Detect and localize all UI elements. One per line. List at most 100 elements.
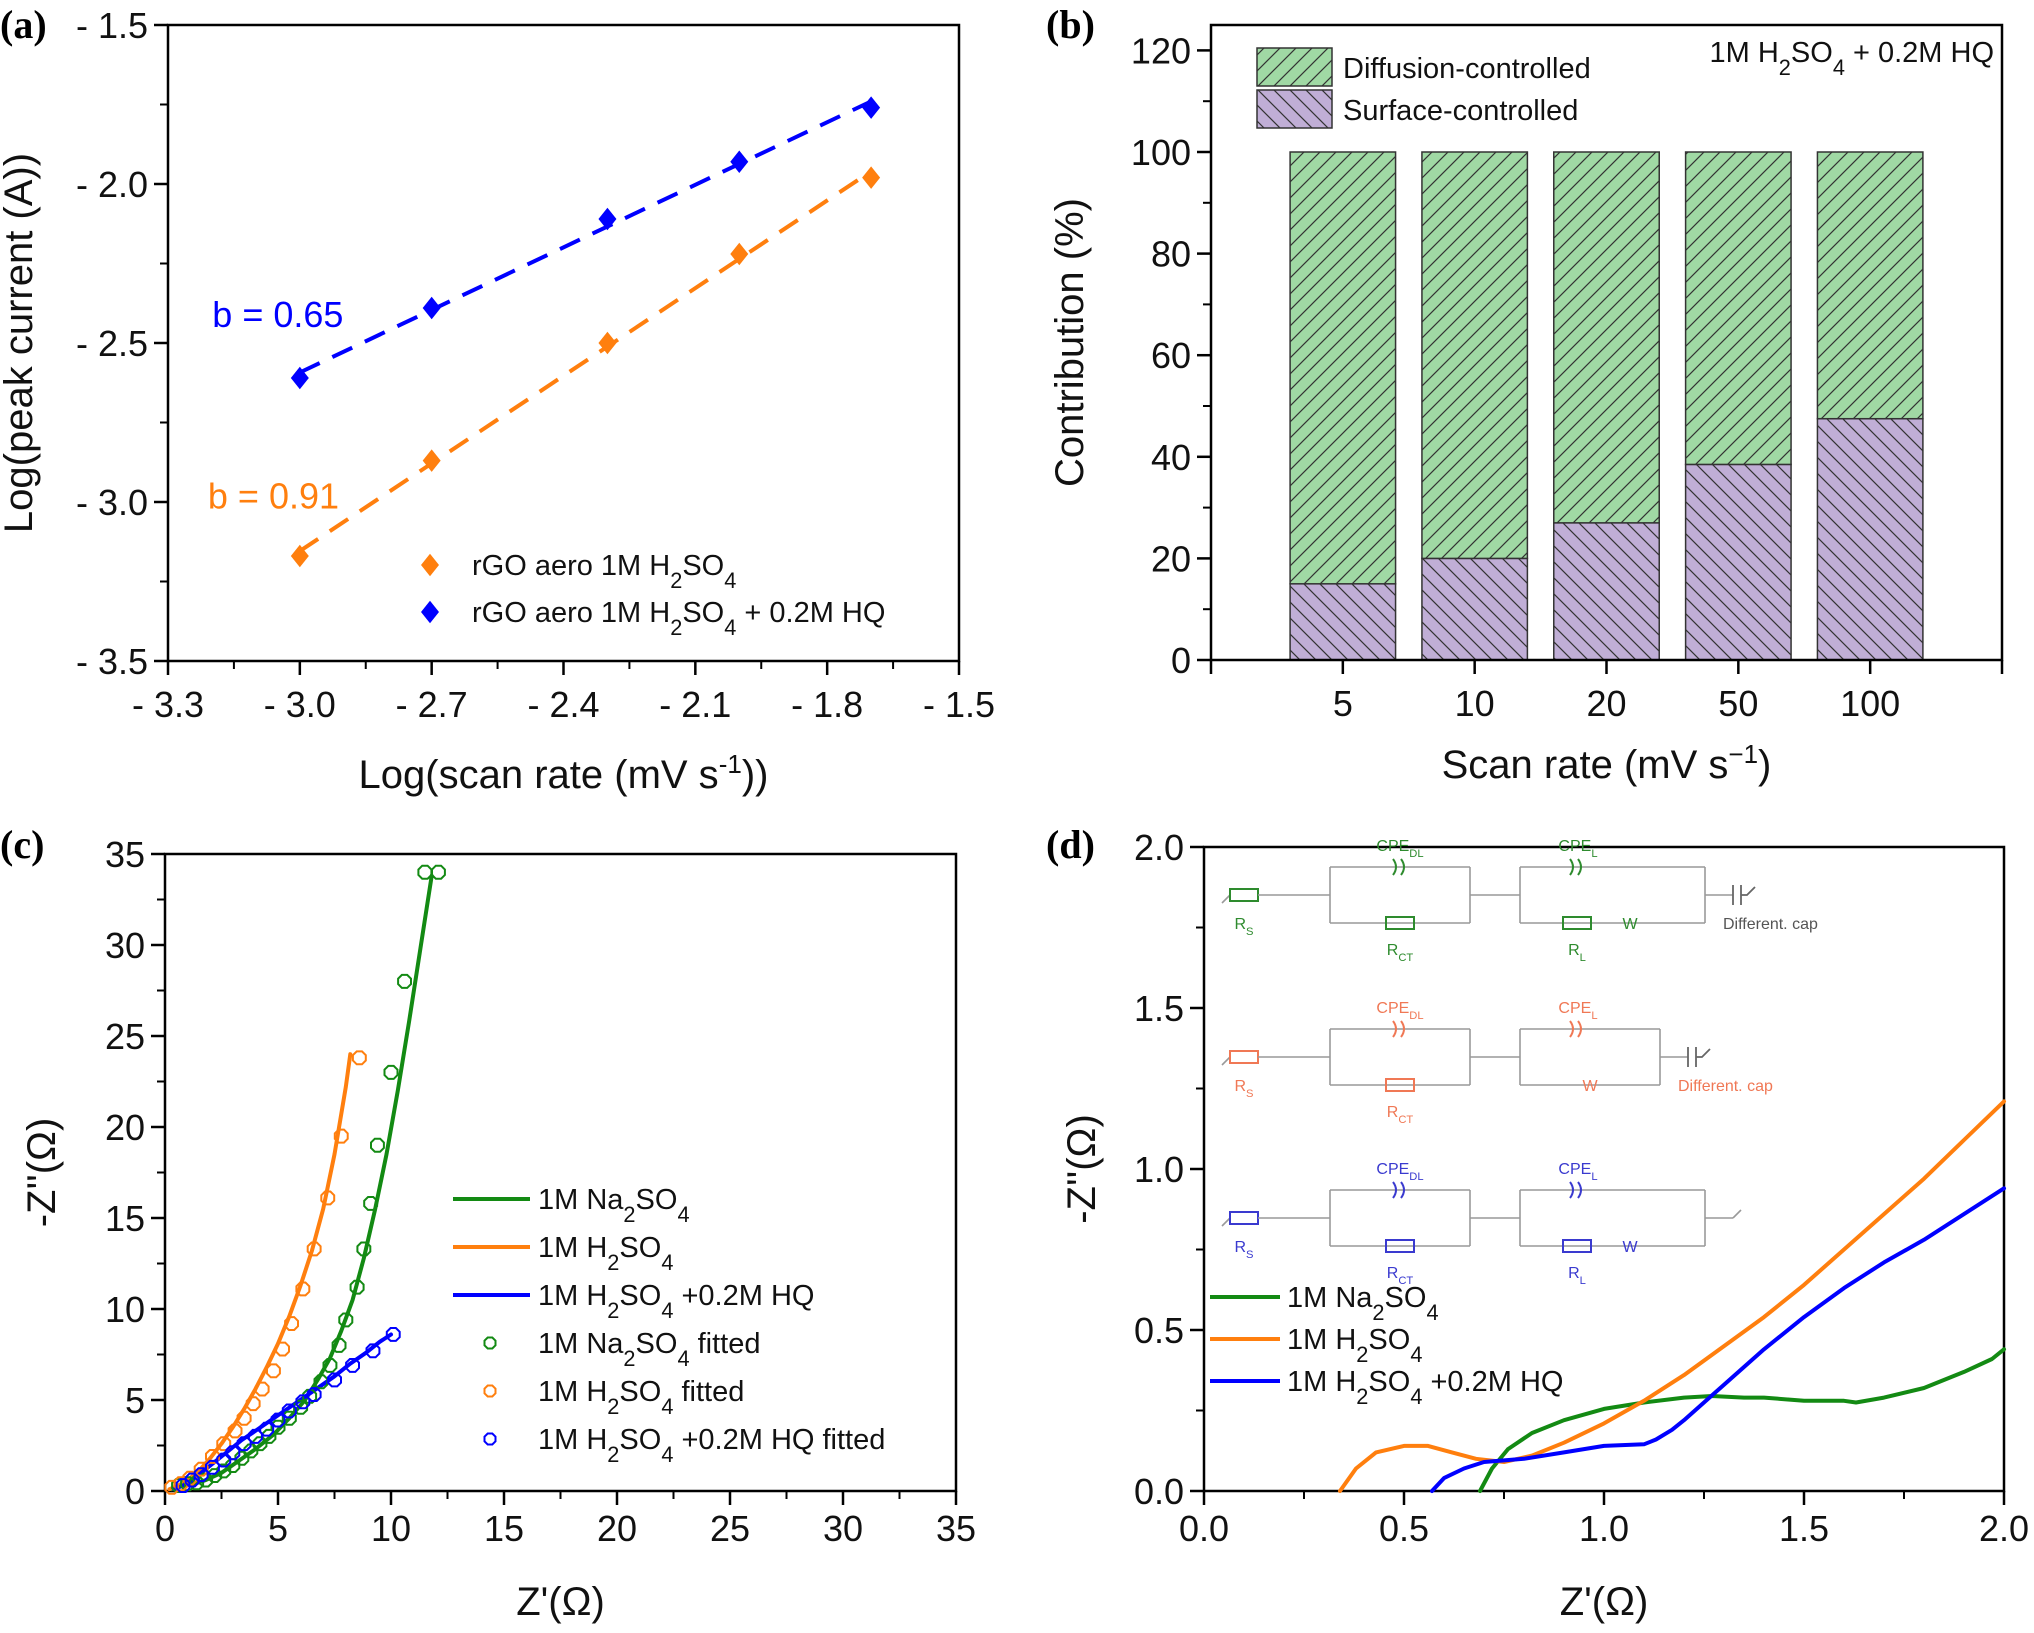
legend-label: rGO aero 1M H2SO4 (472, 550, 736, 593)
data-point (730, 150, 749, 173)
y-tick-label: 20 (1151, 538, 1191, 579)
text-part: + 0.2M HQ (736, 597, 885, 629)
x-tick-label: - 2.1 (659, 684, 731, 725)
legend-marker (483, 1384, 497, 1398)
subscript: 4 (724, 568, 736, 593)
data-point (293, 1399, 309, 1415)
circuit-wire (1732, 1209, 1742, 1219)
subscript: L (1580, 952, 1586, 964)
data-point (290, 544, 309, 568)
subscript: 4 (724, 615, 736, 640)
y-tick-label: - 3.0 (76, 482, 148, 523)
text-part: 1M Na (1287, 1282, 1373, 1314)
data-point (302, 1388, 318, 1404)
cpe-l-label: CPEL (1558, 1000, 1597, 1022)
data-point (184, 1472, 200, 1488)
resistor-icon (1385, 916, 1415, 930)
text-part: SO (1385, 1282, 1427, 1314)
text-part: + 0.2M HQ (1845, 37, 1994, 69)
rl-label: RL (1568, 942, 1586, 964)
bar-diffusion (1553, 151, 1660, 524)
x-tick-label: 0 (155, 1508, 175, 1549)
data-point (345, 1358, 360, 1373)
y-tick-label: 10 (105, 1289, 145, 1330)
y-tick-label: 1.5 (1134, 988, 1184, 1029)
x-tick-label: - 3.3 (132, 684, 204, 725)
capacitor-label: Different. cap (1678, 1078, 1773, 1095)
subscript: 2 (607, 1442, 619, 1467)
data-point (422, 449, 441, 472)
subscript: 2 (1356, 1342, 1368, 1367)
chart-a: - 3.3 - 3.0 - 2.7 - 2.4 - 2.1 - 1.8 - 1.5 - 1.5… (0, 5, 995, 797)
subscript: 2 (1372, 1300, 1384, 1325)
legend-marker (483, 1432, 497, 1446)
bar-surface (1553, 522, 1660, 661)
data-point (327, 1372, 342, 1388)
subscript: L (1580, 1275, 1586, 1287)
text-part: CPE (1558, 1000, 1591, 1017)
data-point (338, 1312, 354, 1328)
data-point (365, 1343, 381, 1359)
text-part: SO (1791, 37, 1833, 69)
text-part: R (1387, 1104, 1399, 1121)
text-part: W (1622, 916, 1638, 933)
y-axis-label: Log(peak current (A)) (0, 153, 41, 533)
y-axis-label: -Z''(Ω) (1060, 1114, 1104, 1224)
resistor-icon (1385, 1239, 1415, 1253)
text-part: +0.2M HQ (673, 1280, 814, 1312)
data-point (175, 1478, 191, 1493)
cpe-l-label: CPEL (1558, 838, 1597, 860)
rl-label: RL (1568, 1265, 1586, 1287)
cpe-icon (1392, 858, 1405, 876)
text-part: W (1622, 1239, 1638, 1256)
text-part: SO (682, 597, 724, 629)
text-part: ) (1758, 743, 1771, 787)
text-part: CPE (1376, 1161, 1409, 1178)
panel-label-a: (a) (0, 2, 47, 47)
subscript: 2 (670, 615, 682, 640)
x-tick-label: - 2.4 (527, 684, 599, 725)
subscript: S (1246, 1088, 1253, 1100)
text-part: 1M H (538, 1376, 607, 1408)
plot-frame (1209, 23, 2004, 662)
y-tick-label: - 1.5 (76, 5, 148, 46)
rs-label: RS (1234, 1239, 1253, 1261)
series-line (1338, 1099, 2006, 1493)
legend-label: 1M H2SO4 +0.2M HQ fitted (538, 1424, 885, 1467)
resistor-icon (1385, 1078, 1415, 1092)
data-point (225, 1458, 241, 1473)
text-part: rGO aero 1M H (472, 597, 670, 629)
bar-diffusion (1289, 151, 1397, 585)
x-tick-label: 15 (484, 1508, 524, 1549)
subscript: 2 (670, 568, 682, 593)
text-part: SO (636, 1328, 678, 1360)
y-tick-label: 20 (105, 1107, 145, 1148)
bar-surface (1421, 557, 1529, 661)
legend-label: 1M H2SO4 (1287, 1324, 1422, 1367)
x-axis-label: Log(scan rate (mV s-1)) (359, 749, 769, 797)
resistor-icon (1229, 1211, 1259, 1225)
y-tick-label: 2.0 (1134, 827, 1184, 868)
data-point (417, 864, 433, 880)
condition-annotation: 1M H2SO4 + 0.2M HQ (1710, 37, 1995, 80)
cpe-icon (1569, 1181, 1582, 1199)
cpe-l-label: CPEL (1558, 1161, 1597, 1183)
subscript: 2 (623, 1346, 635, 1371)
legend-swatch (1256, 89, 1333, 129)
chart-c: 0 5 10 15 20 25 30 35 0 5 10 15 20 25 30 35 Z'(Ω) -Z''(Ω)… (20, 834, 976, 1624)
series-line (1430, 1186, 2006, 1493)
data-point (356, 1241, 372, 1257)
bar-diffusion (1421, 151, 1529, 560)
subscript: L (1591, 1171, 1597, 1183)
rct-label: RCT (1387, 1104, 1414, 1126)
panel-label-b: (b) (1046, 2, 1095, 47)
subscript: S (1246, 926, 1253, 938)
subscript: 2 (1779, 55, 1791, 80)
resistor-icon (1229, 1050, 1259, 1064)
data-point (236, 1410, 252, 1426)
x-tick-label: 10 (1455, 683, 1495, 724)
